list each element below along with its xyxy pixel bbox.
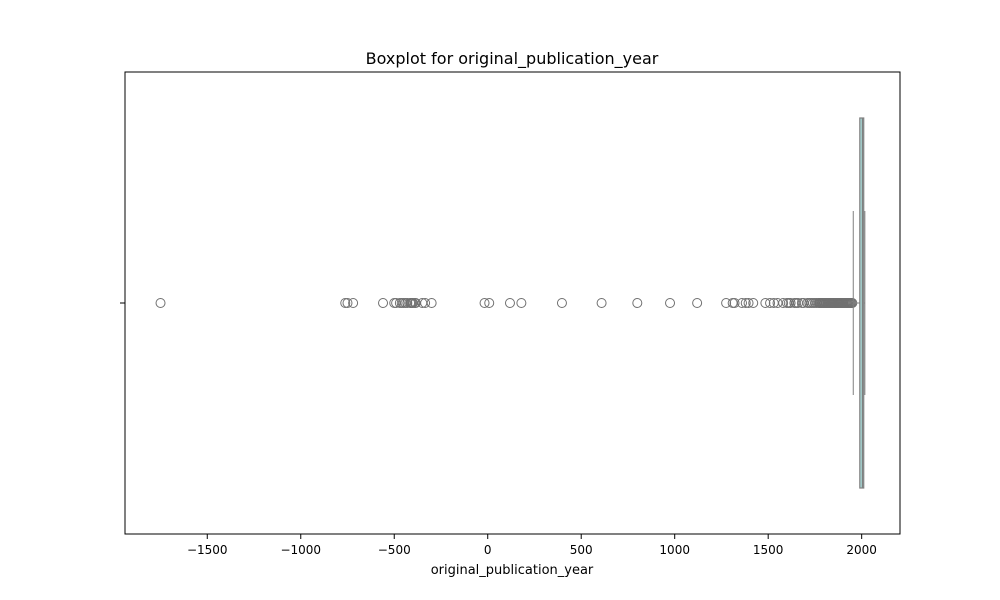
outlier-point — [420, 298, 431, 308]
outlier-point — [426, 298, 437, 308]
x-tick-label: 500 — [570, 543, 593, 557]
outlier-point — [737, 298, 748, 308]
x-tick-label: −500 — [378, 543, 411, 557]
outlier-point — [348, 298, 359, 308]
outlier-point — [743, 298, 754, 308]
x-tick-label: 1000 — [659, 543, 690, 557]
outlier-point — [340, 298, 351, 308]
x-axis-ticks: −1500 −1000 −500 0 500 1000 1500 2000 — [187, 534, 877, 557]
outlier-point — [721, 298, 732, 308]
outlier-point — [556, 298, 567, 308]
x-tick-label: −1000 — [280, 543, 321, 557]
outlier-point — [727, 298, 738, 308]
x-tick-label: −1500 — [187, 543, 228, 557]
outlier-point — [596, 298, 607, 308]
outlier-point — [342, 298, 353, 308]
outlier-point — [504, 298, 515, 308]
box-group — [852, 117, 866, 489]
x-tick-label: 1500 — [753, 543, 784, 557]
outlier-point — [402, 298, 413, 308]
outlier-point — [378, 298, 389, 308]
outlier-point — [516, 298, 527, 308]
outlier-point — [479, 298, 490, 308]
chart-title: Boxplot for original_publication_year — [366, 49, 659, 69]
outlier-point — [760, 298, 771, 308]
iqr-box — [859, 117, 865, 489]
plot-frame — [124, 71, 901, 535]
outlier-point — [692, 298, 703, 308]
outlier-point — [740, 298, 751, 308]
outlier-point — [665, 298, 676, 308]
x-tick-label: 0 — [484, 543, 492, 557]
outliers-group — [155, 298, 858, 308]
outlier-point — [765, 298, 776, 308]
outlier-point — [785, 298, 796, 308]
outlier-point — [778, 298, 789, 308]
outlier-point — [729, 298, 740, 308]
outlier-point — [748, 298, 759, 308]
outlier-point — [632, 298, 643, 308]
x-tick-label: 2000 — [846, 543, 877, 557]
outlier-point — [484, 298, 495, 308]
outlier-point — [155, 298, 166, 308]
x-axis-label: original_publication_year — [431, 563, 594, 578]
